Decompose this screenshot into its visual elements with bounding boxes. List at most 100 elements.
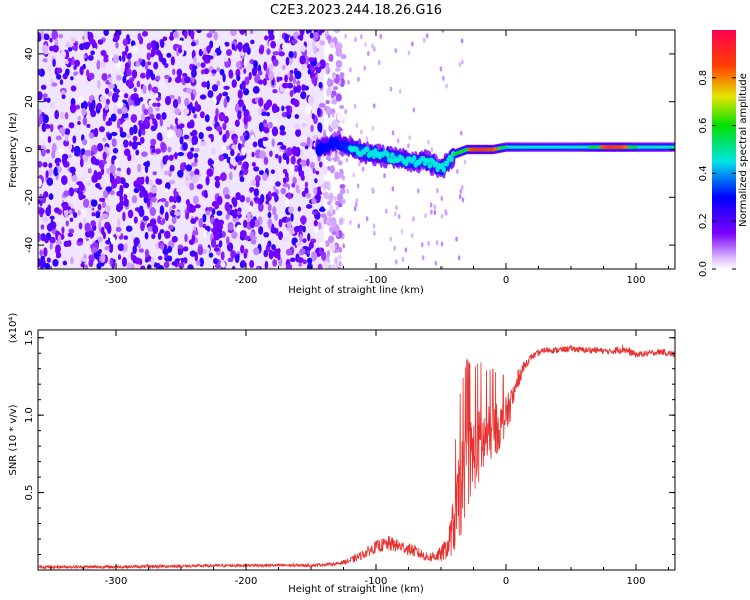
noise-blob <box>231 144 237 150</box>
noise-blob <box>142 84 147 94</box>
noise-blob <box>249 231 255 240</box>
noise-blob <box>71 175 78 182</box>
noise-blob <box>201 81 208 88</box>
noise-blob <box>132 135 138 142</box>
noise-blob <box>267 203 272 212</box>
noise-blob <box>354 202 358 208</box>
noise-blob <box>157 255 163 261</box>
noise-blob <box>289 90 294 98</box>
noise-blob <box>421 255 425 261</box>
noise-blob <box>105 186 113 192</box>
noise-blob <box>124 198 129 208</box>
noise-blob <box>127 153 132 162</box>
noise-blob <box>69 217 74 222</box>
noise-blob <box>142 215 149 222</box>
noise-blob <box>49 242 53 250</box>
noise-blob <box>244 76 250 85</box>
noise-blob <box>108 83 115 89</box>
noise-blob <box>323 184 327 190</box>
noise-blob <box>138 208 145 218</box>
noise-blob <box>101 213 109 219</box>
noise-blob <box>274 193 278 203</box>
noise-blob <box>212 97 217 106</box>
noise-blob <box>199 94 207 100</box>
noise-blob <box>119 194 124 203</box>
noise-blob <box>47 135 52 144</box>
signal-cell <box>633 146 638 148</box>
noise-blob <box>167 128 174 139</box>
noise-blob <box>301 108 307 118</box>
noise-blob <box>183 134 190 140</box>
noise-blob <box>147 226 154 232</box>
noise-blob <box>80 262 85 268</box>
noise-blob <box>104 205 111 213</box>
noise-blob <box>175 128 183 138</box>
noise-blob <box>330 217 337 227</box>
noise-blob <box>194 100 199 109</box>
noise-blob <box>165 154 170 161</box>
noise-blob <box>445 83 448 89</box>
noise-blob <box>263 61 268 71</box>
noise-blob <box>293 86 298 93</box>
noise-blob <box>275 30 280 40</box>
noise-blob <box>417 188 420 194</box>
noise-blob <box>177 244 184 250</box>
noise-blob <box>79 157 84 168</box>
y-tick-label: 0.5 <box>24 485 35 501</box>
noise-blob <box>164 200 169 208</box>
signal-cell <box>441 166 447 173</box>
noise-blob <box>316 107 321 117</box>
noise-blob <box>301 122 308 128</box>
noise-blob <box>179 135 184 145</box>
noise-blob <box>292 76 296 85</box>
noise-blob <box>81 107 87 116</box>
noise-blob <box>347 79 350 85</box>
noise-blob <box>321 251 327 261</box>
noise-blob <box>81 208 87 218</box>
noise-blob <box>115 41 119 49</box>
noise-blob <box>299 55 306 65</box>
noise-blob <box>337 254 342 261</box>
noise-blob <box>282 177 287 184</box>
noise-blob <box>43 97 48 102</box>
noise-blob <box>57 234 62 242</box>
noise-blob <box>205 210 211 216</box>
colorbar-tick-label: 0.2 <box>698 213 709 229</box>
noise-blob <box>96 171 102 180</box>
noise-blob <box>159 117 164 127</box>
noise-blob <box>235 192 241 201</box>
noise-blob <box>194 168 200 176</box>
noise-blob <box>149 218 157 226</box>
noise-blob <box>286 106 290 115</box>
noise-blob <box>441 30 445 33</box>
noise-blob <box>231 265 236 269</box>
noise-blob <box>49 236 56 244</box>
noise-blob <box>286 147 293 157</box>
noise-blob <box>225 49 232 57</box>
noise-blob <box>239 176 245 183</box>
noise-blob <box>389 236 393 242</box>
noise-blob <box>109 190 115 196</box>
noise-blob <box>216 94 222 102</box>
noise-blob <box>75 104 80 110</box>
noise-blob <box>171 235 178 243</box>
noise-blob <box>149 69 154 77</box>
noise-blob <box>284 172 289 178</box>
noise-blob <box>249 260 255 269</box>
noise-blob <box>424 213 427 219</box>
noise-blob <box>242 88 250 96</box>
noise-blob <box>122 211 126 222</box>
noise-blob <box>208 159 215 165</box>
noise-blob <box>220 172 227 182</box>
noise-blob <box>87 54 94 61</box>
noise-blob <box>337 230 343 239</box>
noise-blob <box>300 91 307 100</box>
noise-blob <box>398 88 402 94</box>
noise-blob <box>240 211 246 216</box>
noise-blob <box>296 188 301 194</box>
noise-blob <box>276 76 280 83</box>
noise-blob <box>116 119 121 129</box>
noise-blob <box>83 30 88 38</box>
noise-blob <box>77 238 84 243</box>
